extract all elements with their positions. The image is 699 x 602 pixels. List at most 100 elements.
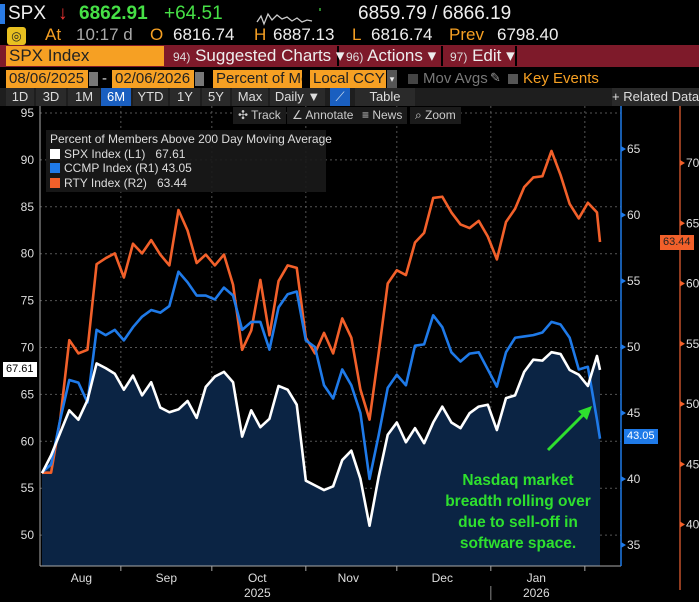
y-tick-label-left: 50 — [21, 528, 35, 542]
news-button[interactable]: ≡ News — [357, 107, 408, 124]
x-tick-label: Oct — [248, 571, 267, 585]
annotation-line: Nasdaq market — [462, 472, 574, 489]
open-value: 6816.74 — [173, 25, 235, 44]
legend-value: 67.61 — [155, 146, 186, 161]
series-line-ccmp — [41, 270, 602, 481]
menu-bar — [0, 45, 699, 67]
timeframe-1d[interactable]: 1D — [6, 88, 34, 106]
low-label: L — [352, 25, 362, 44]
legend-label: CCMP Index (R1) — [64, 161, 159, 175]
y-tick-r1 — [621, 476, 626, 482]
timeframe-3d[interactable]: 3D — [36, 88, 66, 106]
y-tick-label-r1: 40 — [627, 472, 641, 486]
y-tick-label-r1: 35 — [627, 538, 641, 552]
y-tick-label-r2: 40 — [686, 518, 699, 532]
annotation-arrow — [546, 412, 586, 452]
mov-avgs-checkbox[interactable] — [408, 74, 418, 84]
annotation-line: due to sell-off in — [458, 514, 578, 531]
x-tick-label: Dec — [432, 571, 453, 585]
annotate-button[interactable]: ∠ Annotate — [287, 107, 359, 124]
annotation-arrowhead-icon — [578, 406, 592, 420]
y-tick-r1 — [621, 542, 626, 548]
legend-label: RTY Index (R2) — [64, 175, 147, 190]
y-tick-label-r2: 65 — [686, 216, 699, 230]
y-tick-label-r2: 70 — [686, 156, 699, 170]
legend-item-ccmp[interactable]: CCMP Index (R1) 43.05 — [50, 161, 322, 176]
menu-number: 94) — [173, 50, 191, 64]
line-chart-icon[interactable]: ⟋ — [330, 88, 350, 106]
timeframe-5y[interactable]: 5Y — [202, 88, 230, 106]
table-button[interactable]: Table — [355, 88, 415, 106]
calendar-icon[interactable] — [89, 72, 98, 86]
down-arrow-icon: ↓ — [58, 3, 68, 24]
y-tick-label-left: 70 — [21, 341, 35, 355]
y-tick-r1 — [621, 410, 626, 416]
low-value: 6816.74 — [371, 25, 433, 44]
y-tick-label-r1: 60 — [627, 208, 641, 222]
y-tick-label-left: 60 — [21, 434, 35, 448]
y-tick-label-r1: 55 — [627, 274, 641, 288]
legend-title: Percent of Members Above 200 Day Moving … — [50, 132, 332, 146]
menu-label: Edit ▾ — [472, 46, 515, 65]
menu-actions[interactable]: 96) Actions ▾ — [341, 46, 443, 66]
track-button[interactable]: ✣ Track — [233, 107, 286, 124]
calendar-icon[interactable] — [195, 72, 204, 86]
y-tick-label-left: 95 — [21, 106, 35, 120]
menu-edit[interactable]: 97) Edit ▾ — [445, 46, 517, 66]
dropdown-arrow-icon[interactable]: ▾ — [387, 70, 397, 88]
y-tick-label-r1: 50 — [627, 340, 641, 354]
y-tick-r2 — [680, 160, 685, 166]
x-tick-label: Nov — [338, 571, 359, 585]
year-label: 2026 — [523, 586, 550, 600]
legend-item-rty[interactable]: RTY Index (R2) 63.44 — [50, 176, 322, 191]
y-tick-label-r2: 60 — [686, 277, 699, 291]
start-date-field[interactable]: 08/06/2025 — [6, 70, 88, 88]
legend-value: 43.05 — [161, 161, 192, 175]
y-tick-r1 — [621, 344, 626, 350]
currency-selector[interactable]: Local CCY — [310, 70, 386, 88]
bid-ask: 6859.79 / 6866.19 — [358, 3, 512, 24]
y-tick-r2 — [680, 220, 685, 227]
annotation-line: software space. — [459, 535, 577, 552]
legend-item-spx[interactable]: SPX Index (L1) 67.61 — [50, 147, 322, 162]
legend: Percent of Members Above 200 Day Moving … — [46, 130, 332, 192]
timeframe-ytd[interactable]: YTD — [133, 88, 168, 106]
menu-number: 96) — [346, 50, 364, 64]
last-price: 6862.91 — [79, 3, 148, 24]
frequency-selector[interactable]: Daily ▼ — [270, 88, 325, 106]
y-tick-r1 — [621, 212, 626, 218]
timeframe-6m[interactable]: 6M — [101, 88, 131, 106]
end-date-field[interactable]: 02/06/2026 — [112, 70, 194, 88]
spx-last-value: 67.61 — [3, 362, 37, 377]
y-tick-label-left: 55 — [21, 481, 35, 495]
series-line-rty — [42, 149, 602, 474]
annotation-text: Nasdaq market breadth rolling over due t… — [428, 470, 608, 554]
legend-swatch — [50, 148, 60, 159]
legend-swatch — [50, 177, 60, 188]
legend-swatch — [50, 163, 60, 173]
menu-label: Actions ▾ — [367, 46, 437, 65]
key-events-checkbox[interactable] — [508, 74, 518, 84]
prev-label: Prev — [449, 25, 484, 44]
pencil-icon[interactable]: ✎ — [490, 70, 501, 85]
key-events-label: Key Events — [523, 70, 599, 87]
menu-suggested-charts[interactable]: 94) Suggested Charts ▾ — [168, 46, 344, 66]
mov-avgs-label: Mov Avgs — [423, 70, 488, 87]
menu-number: 97) — [450, 50, 468, 64]
y-tick-r2 — [680, 340, 685, 347]
spx-area-fill — [42, 352, 600, 566]
year-label: 2025 — [244, 586, 271, 600]
zoom-button[interactable]: ⌕ Zoom — [410, 107, 461, 124]
timeframe-1y[interactable]: 1Y — [170, 88, 200, 106]
y-tick-label-left: 65 — [21, 387, 35, 401]
last-time: 10:17 d — [76, 25, 133, 44]
related-data-button[interactable]: + Related Data — [612, 88, 699, 106]
prev-value: 6798.40 — [497, 25, 559, 44]
timeframe-1m[interactable]: 1M — [68, 88, 100, 106]
field-selector[interactable]: Percent of Me — [213, 70, 302, 88]
timeframe-max[interactable]: Max — [232, 88, 268, 106]
realtime-icon[interactable]: ◎ — [7, 27, 26, 45]
security-input[interactable]: SPX Index — [6, 46, 164, 66]
ticker-marker — [0, 4, 5, 24]
